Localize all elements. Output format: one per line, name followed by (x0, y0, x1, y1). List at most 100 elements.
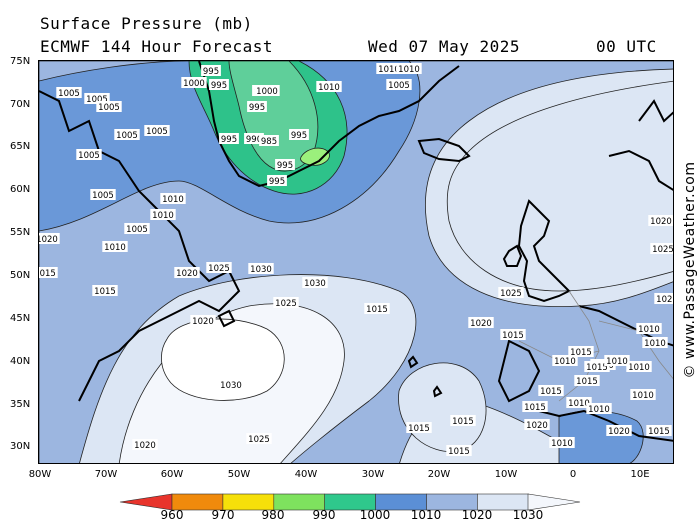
lon-label: 30W (361, 469, 385, 480)
isobar-label: 1010 (160, 193, 186, 205)
isobar-label-bg (102, 241, 128, 252)
isobar-label-bg (96, 101, 122, 112)
isobar-label: 995 (209, 79, 229, 91)
isobar-label-text: 1005 (86, 95, 108, 105)
isobar-label-text: 1015 (366, 305, 388, 315)
isobar-label-text: 1025 (652, 245, 674, 255)
isobar-label-text: 1010 (628, 363, 650, 373)
legend-label: 1020 (461, 508, 493, 522)
isobar-label: 1025 (650, 243, 674, 255)
isobar-label-bg (144, 125, 170, 136)
legend-label: 960 (160, 508, 184, 522)
isobar-label-bg (267, 175, 287, 186)
isobar-label-bg (246, 433, 272, 444)
isobar-label-text: 1020 (470, 319, 492, 329)
isobar-label-text: 1010 (104, 243, 126, 253)
isobar-label-text: 1015 (540, 387, 562, 397)
isobar-label-bg (273, 297, 299, 308)
isobar-label: 1020 (606, 425, 632, 437)
isobar-label: 1025 (498, 287, 524, 299)
isobar-label-bg (654, 293, 673, 304)
isobar-label-text: 1005 (116, 131, 138, 141)
lat-label: 30N (10, 441, 31, 452)
isobar-label: 1020 (524, 419, 550, 431)
isobar-label: 1015 (584, 361, 610, 373)
isobar-label-bg (386, 79, 412, 90)
isobar-label: 985 (259, 135, 279, 147)
isobar-label-text: 1025 (208, 264, 230, 274)
isobar-label-text: 1020 (192, 317, 214, 327)
isobar-label: 1030 (302, 277, 328, 289)
isobar-labels: 9951000995995995990995995995985995100010… (39, 63, 674, 457)
isobar-label: 1010 (604, 355, 630, 367)
isobar-label: 1005 (114, 129, 140, 141)
lat-label: 75N (10, 56, 31, 67)
isobar-label: 1000 (181, 77, 207, 89)
isobar-label-text: 1030 (250, 265, 272, 275)
isobar-label: 1030 (248, 263, 274, 275)
isobar-label-text: 1020 (39, 235, 58, 245)
isobar-label-bg (39, 233, 60, 244)
isobar-label-text: 1020 (134, 441, 156, 451)
isobar-label-bg (364, 303, 390, 314)
isobar-label: 1005 (144, 125, 170, 137)
isobar-label-bg (396, 63, 422, 74)
isobar-label: 995 (247, 101, 267, 113)
isobar-label-bg (606, 425, 632, 436)
isobar-label-bg (604, 355, 630, 366)
isobar-label-text: 1015 (648, 427, 670, 437)
isobar-label-text: 995 (203, 67, 219, 77)
isobar-label: 995 (219, 133, 239, 145)
legend-label: 980 (261, 508, 285, 522)
isobar-label-text: 1010 (162, 195, 184, 205)
isobar-label: 1010 (636, 323, 662, 335)
isobar-label-text: 1010 (554, 357, 576, 367)
lon-label: 40W (294, 469, 318, 480)
valid-date: Wed 07 May 2025 (368, 37, 520, 56)
lon-label: 80W (28, 469, 52, 480)
chart-title: Surface Pressure (mb) (40, 14, 253, 33)
isobar-label: 1015 (500, 329, 526, 341)
isobar-label-text: 1010 (588, 405, 610, 415)
lon-label: 60W (160, 469, 184, 480)
isobar-label-text: 995 (211, 81, 227, 91)
isobar-label-bg (650, 243, 673, 254)
isobar-label-bg (500, 329, 526, 340)
lat-label: 55N (10, 227, 31, 238)
isobar-label: 1010 (150, 209, 176, 221)
isobar-label-text: 995 (277, 161, 293, 171)
isobar-label-text: 1010 (606, 357, 628, 367)
isobar-label-text: 1015 (94, 287, 116, 297)
isobar-label-text: 1010 (398, 65, 420, 75)
isobar-label-text: 1020 (608, 427, 630, 437)
isobar-label: 995 (201, 65, 221, 77)
isobar-label-text: 1020 (650, 217, 672, 227)
isobar-label-text: 1025 (656, 295, 674, 305)
isobar-label: 1005 (84, 93, 110, 105)
isobar-label: 1015 (450, 415, 476, 427)
isobar-label-bg (574, 375, 600, 386)
isobar-label-text: 995 (269, 177, 285, 187)
isobar-label-text: 1015 (408, 424, 430, 434)
isobar-label-bg (450, 415, 476, 426)
isobar-label-text: 1005 (126, 225, 148, 235)
isobar-label: 990 (244, 133, 264, 145)
isobar-label-bg (206, 262, 232, 273)
isobar-label: 1015 (364, 303, 390, 315)
isobar-label-bg (406, 422, 432, 433)
isobar-label-text: 1000 (183, 79, 205, 89)
isobar-label-bg (190, 315, 216, 326)
isobar-label-text: 1010 (638, 325, 660, 335)
isobar-label-bg (642, 337, 668, 348)
isobar-label-text: 1015 (502, 331, 524, 341)
isobar-label-bg (247, 101, 267, 112)
isobar-label-bg (76, 149, 102, 160)
isobar-label-bg (160, 193, 186, 204)
isobar-label-bg (316, 81, 342, 92)
pressure-band-980 (300, 147, 330, 166)
lon-label: 10E (630, 469, 650, 480)
isobar-label: 1025 (654, 293, 674, 305)
isobar-label-bg (289, 129, 309, 140)
pressure-map: 9951000995995995990995995995985995100010… (38, 60, 674, 464)
isobar-label-bg (648, 215, 673, 226)
